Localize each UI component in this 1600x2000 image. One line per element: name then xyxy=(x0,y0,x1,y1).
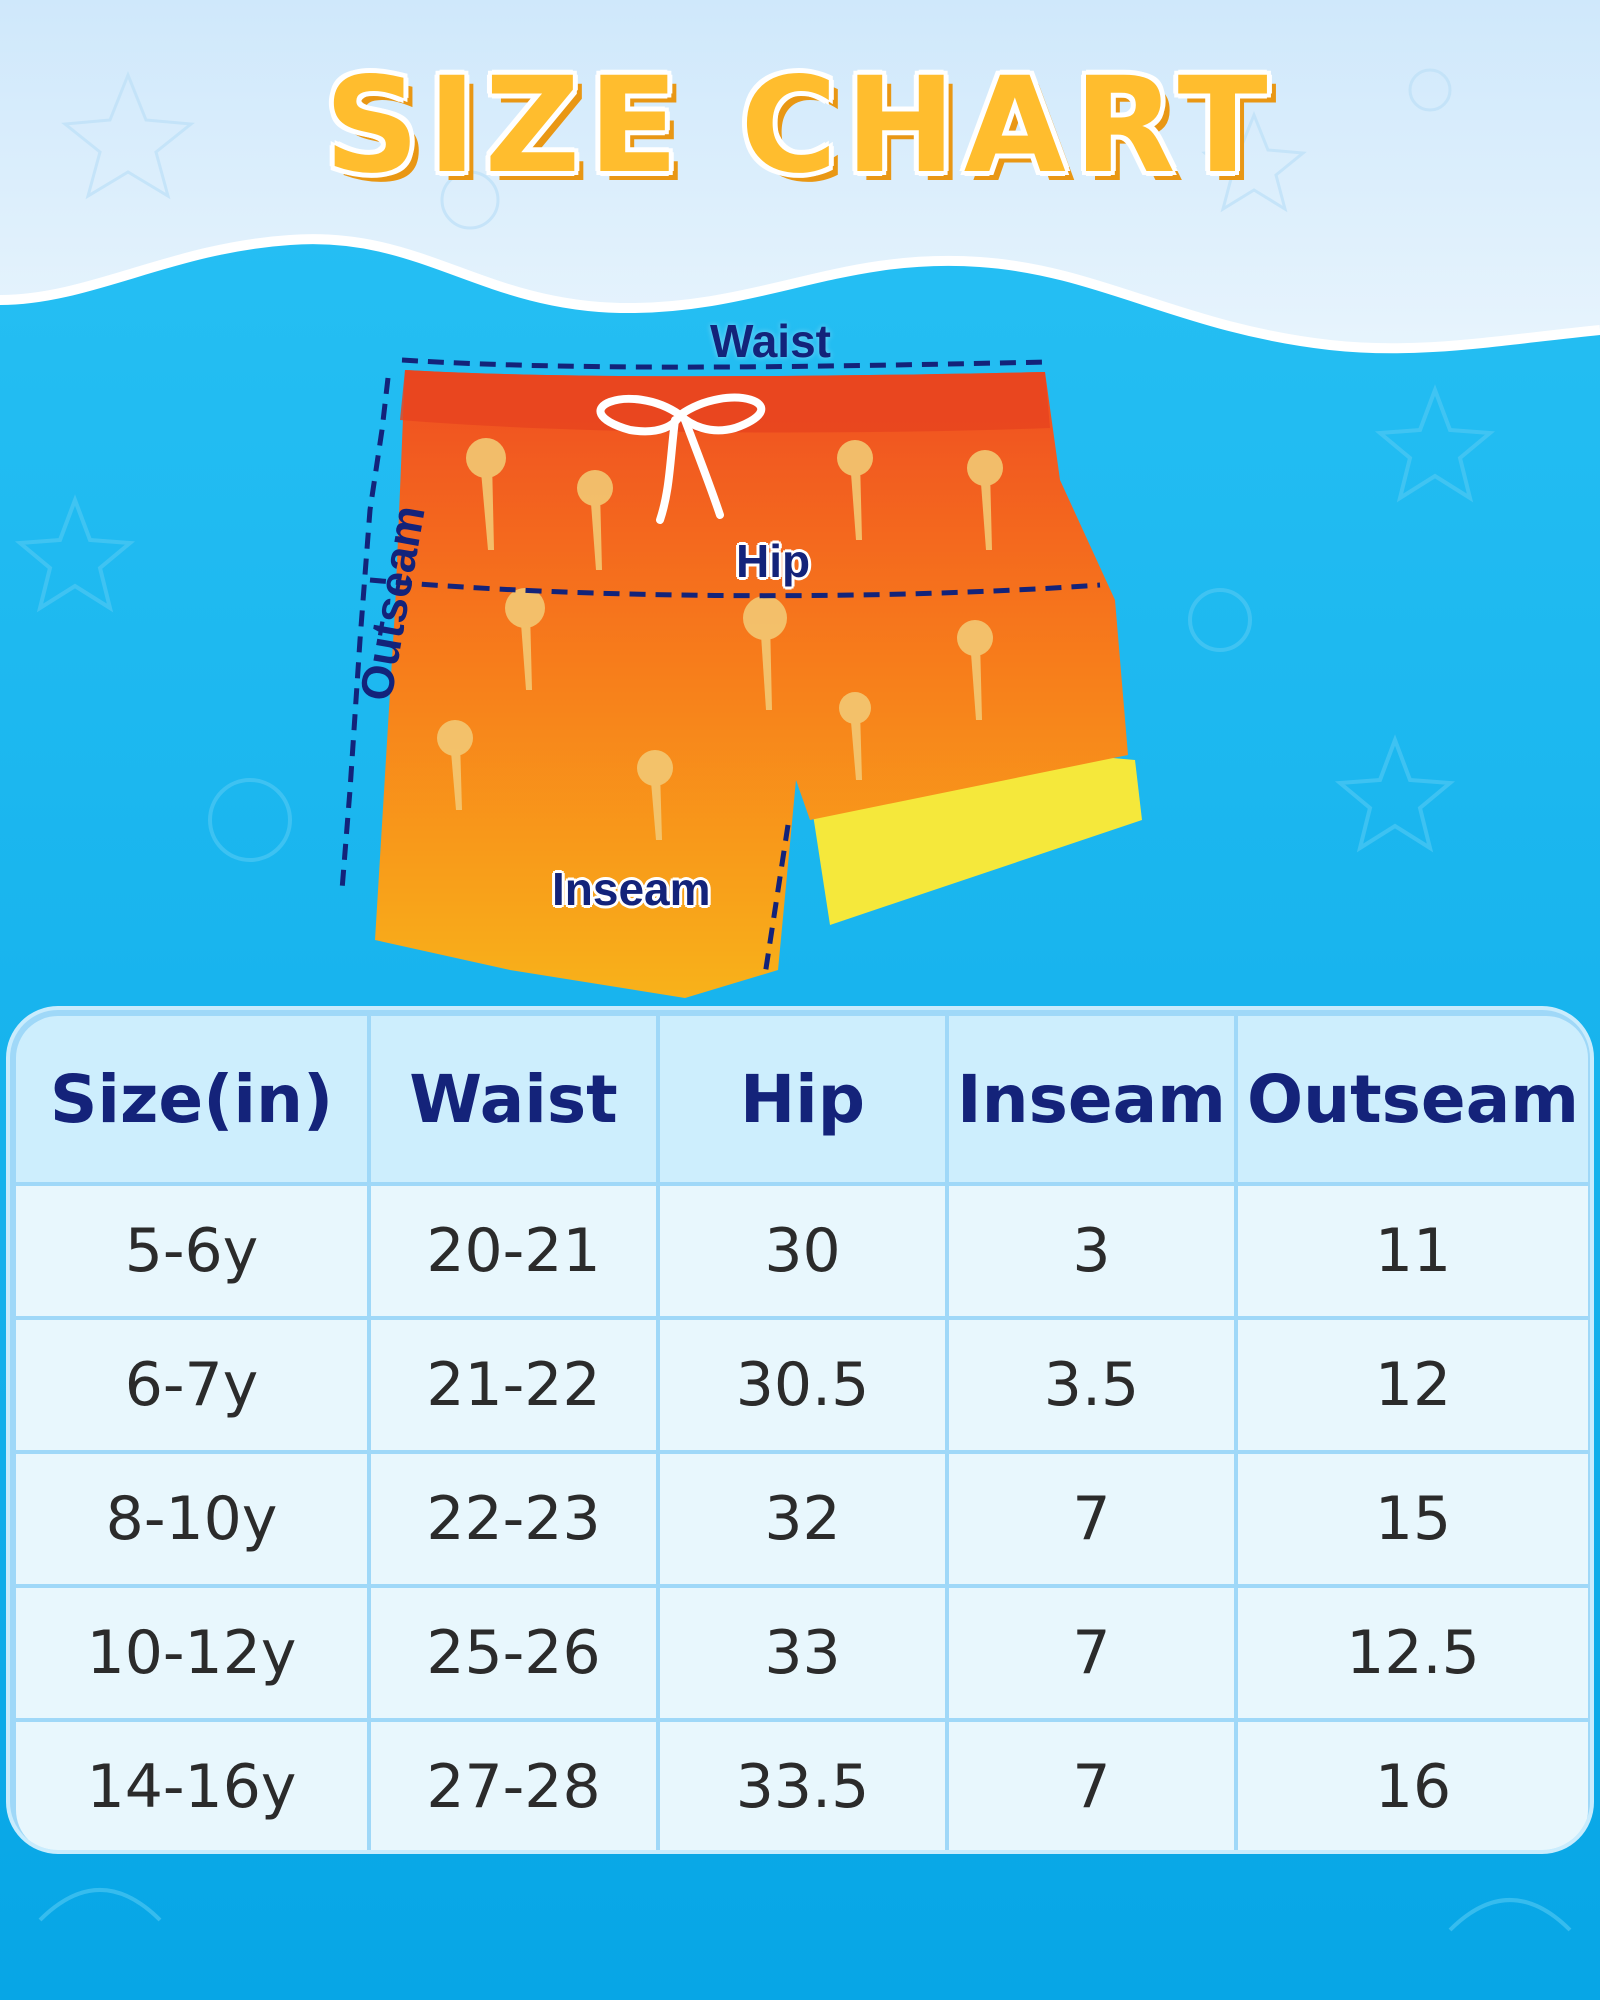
table-cell: 3.5 xyxy=(949,1320,1234,1450)
shorts-diagram: Waist Hip Inseam Outseam xyxy=(330,310,1180,1010)
header-inseam: Inseam xyxy=(949,1016,1234,1182)
table-cell: 27-28 xyxy=(371,1722,656,1850)
table-cell: 12.5 xyxy=(1238,1588,1588,1718)
table-cell: 33 xyxy=(660,1588,945,1718)
waist-label: Waist xyxy=(710,315,831,367)
table-cell: 33.5 xyxy=(660,1722,945,1850)
header-waist: Waist xyxy=(371,1016,656,1182)
table-cell: 6-7y xyxy=(16,1320,367,1450)
page-title: SIZE CHART xyxy=(324,49,1276,203)
hip-line xyxy=(369,577,1101,599)
table-cell: 7 xyxy=(949,1722,1234,1850)
table-cell: 25-26 xyxy=(371,1588,656,1718)
size-table-grid: Size(in) Waist Hip Inseam Outseam 5-6y 2… xyxy=(16,1016,1588,1850)
drawstring-icon xyxy=(596,393,766,524)
table-cell: 5-6y xyxy=(16,1186,367,1316)
table-cell: 7 xyxy=(949,1454,1234,1584)
swim-shorts-illustration xyxy=(339,357,1142,998)
inseam-label: Inseam xyxy=(552,863,711,915)
table-cell: 3 xyxy=(949,1186,1234,1316)
table-cell: 11 xyxy=(1238,1186,1588,1316)
table-cell: 21-22 xyxy=(371,1320,656,1450)
shorts-body xyxy=(375,370,1128,998)
table-cell: 14-16y xyxy=(16,1722,367,1850)
outseam-line xyxy=(339,377,391,891)
waist-line xyxy=(401,357,1049,370)
table-cell: 32 xyxy=(660,1454,945,1584)
table-cell: 15 xyxy=(1238,1454,1588,1584)
table-cell: 20-21 xyxy=(371,1186,656,1316)
hip-label: Hip xyxy=(736,535,811,587)
table-cell: 12 xyxy=(1238,1320,1588,1450)
table-cell: 7 xyxy=(949,1588,1234,1718)
header-outseam: Outseam xyxy=(1238,1016,1588,1182)
header-hip: Hip xyxy=(660,1016,945,1182)
table-cell: 22-23 xyxy=(371,1454,656,1584)
header-size: Size(in) xyxy=(16,1016,367,1182)
table-cell: 30.5 xyxy=(660,1320,945,1450)
table-cell: 8-10y xyxy=(16,1454,367,1584)
table-cell: 10-12y xyxy=(16,1588,367,1718)
table-cell: 16 xyxy=(1238,1722,1588,1850)
table-cell: 30 xyxy=(660,1186,945,1316)
size-table: Size(in) Waist Hip Inseam Outseam 5-6y 2… xyxy=(10,1010,1590,1850)
